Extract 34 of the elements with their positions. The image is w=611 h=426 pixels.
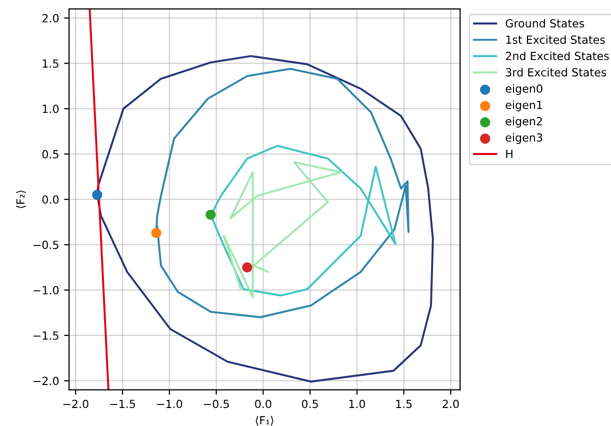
y-tick-label: 1.5 (42, 59, 58, 68)
point (92, 190, 102, 200)
x-tick-label: −1.5 (110, 400, 136, 408)
legend-label: eigen3 (506, 133, 542, 144)
y-tick-label: 0.0 (42, 195, 59, 204)
y-tick-label: 2.0 (42, 14, 59, 22)
x-tick-label: −0.5 (204, 400, 229, 408)
y-tick-label: −1.5 (34, 332, 58, 340)
point (206, 210, 216, 220)
x-tick-label: 0.5 (302, 400, 318, 408)
legend-label: H (506, 150, 512, 158)
legend-label: 3rd Excited States (506, 68, 606, 76)
x-tick-label: 2.0 (442, 400, 459, 408)
line-series (222, 161, 342, 298)
x-axis-title: ⟨F₁⟩ (256, 416, 274, 426)
legend-label: eigen1 (506, 100, 542, 112)
y-axis-title: ⟨F₂⟩ (16, 190, 26, 208)
y-tick-label: −1.0 (34, 286, 59, 294)
legend-label: eigen2 (506, 116, 542, 128)
legend-label: 1st Excited States (506, 35, 605, 44)
x-tick-label: −1.0 (157, 400, 182, 408)
point (151, 228, 162, 238)
x-tick-label: 0.0 (255, 400, 272, 408)
x-tick-label: 1.0 (349, 400, 366, 408)
y-tick-label: −2.0 (34, 376, 59, 386)
legend-label: eigen0 (506, 84, 542, 95)
x-tick-label: 1.5 (396, 400, 412, 408)
y-tick-label: 1.0 (42, 104, 59, 114)
point (242, 262, 252, 272)
y-tick-label: 0.5 (42, 150, 58, 158)
legend-label: Ground States (506, 18, 584, 28)
legend-label: 2nd Excited States (506, 52, 609, 60)
y-tick-label: −0.5 (34, 240, 58, 250)
x-tick-label: −2.0 (63, 400, 88, 408)
